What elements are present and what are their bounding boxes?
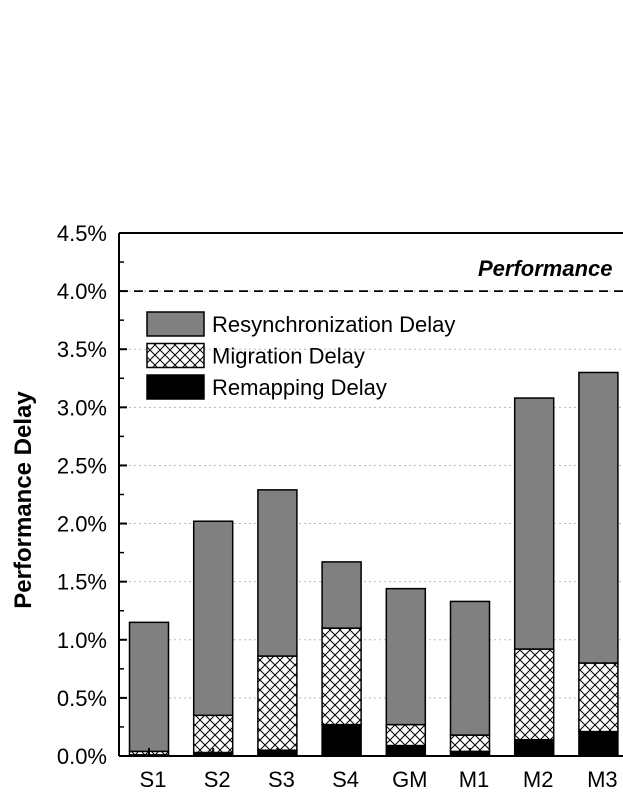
y-tick-label: 3.0%: [57, 395, 107, 420]
y-axis-label: Performance Delay: [10, 391, 37, 609]
y-tick-label: 0.5%: [57, 686, 107, 711]
legend: Resynchronization Delay Migration Delay Re…: [146, 311, 455, 400]
x-tick-label: GM: [392, 767, 427, 792]
y-tick-label: 1.0%: [57, 628, 107, 653]
y-tick-label: 4.0%: [57, 279, 107, 304]
y-tick-label: 2.0%: [57, 512, 107, 537]
y-tick-label: 2.5%: [57, 453, 107, 478]
y-tick-label: 0.0%: [57, 744, 107, 769]
y-tick-label: 3.5%: [57, 337, 107, 362]
x-axis-ticks: S1 S2 S3 S4 GM M1 M2 M3: [140, 748, 618, 792]
bar-segment: [321, 561, 362, 629]
legend-swatch: [146, 311, 205, 337]
y-tick-label: 4.5%: [57, 221, 107, 246]
legend-label: Resynchronization Delay: [212, 312, 455, 337]
reference-line-label: Performance: [478, 256, 613, 281]
bar-segment: [449, 600, 491, 736]
bar-segment: [257, 655, 298, 751]
bar-segment: [192, 714, 234, 754]
x-tick-label: S1: [140, 767, 167, 792]
bar-segment: [128, 621, 170, 753]
reference-line-group: Performance: [119, 256, 623, 293]
x-tick-label: S4: [332, 767, 359, 792]
x-tick-label: M2: [523, 767, 554, 792]
legend-swatch: [146, 342, 205, 369]
bar-segment: [578, 662, 619, 733]
bar-segment: [385, 587, 427, 726]
bar-segment: [385, 723, 427, 747]
x-tick-label: S2: [204, 767, 231, 792]
bar-segment: [578, 371, 619, 664]
bar-segment: [192, 520, 234, 717]
x-tick-label: S3: [268, 767, 295, 792]
bars-group: [128, 371, 619, 757]
legend-label: Remapping Delay: [212, 375, 387, 400]
legend-swatch: [146, 374, 205, 400]
bar-segment: [513, 397, 555, 650]
bar-segment: [257, 489, 298, 657]
bar-segment: [513, 648, 555, 741]
bar-segment: [321, 627, 362, 726]
x-tick-label: M3: [587, 767, 618, 792]
x-tick-label: M1: [459, 767, 490, 792]
y-tick-label: 1.5%: [57, 570, 107, 595]
y-axis-ticks: 0.0% 0.5% 1.0% 1.5% 2.0% 2.5% 3.0% 3.5% 4.0% 4.5%: [57, 221, 127, 769]
legend-label: Migration Delay: [212, 344, 365, 369]
